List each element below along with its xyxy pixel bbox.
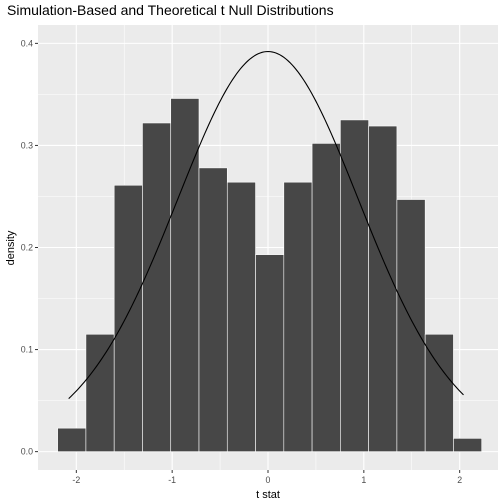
histogram-bar [142, 122, 172, 452]
y-tick-label: 0.2 [21, 243, 33, 253]
histogram-bar [198, 167, 228, 452]
histogram-bar [113, 184, 143, 452]
histogram-bar [255, 254, 285, 452]
y-axis-ticks: 0.0 0.1 0.2 0.3 0.4 [21, 38, 38, 457]
chart-title: Simulation-Based and Theoretical t Null … [7, 2, 334, 18]
histogram-bar [396, 199, 426, 452]
histogram-bar [311, 143, 341, 452]
histogram-bar [226, 181, 256, 452]
y-axis-title: density [5, 230, 17, 265]
histogram-bars [57, 98, 483, 452]
y-tick-label: 0.0 [21, 447, 33, 457]
x-tick-label: 1 [361, 475, 366, 485]
y-tick-label: 0.1 [21, 345, 33, 355]
histogram-bar [57, 427, 87, 452]
histogram-bar [340, 119, 369, 452]
x-tick-label: 0 [266, 475, 271, 485]
histogram-bar [453, 438, 483, 452]
histogram-bar [368, 125, 398, 452]
histogram-bar [283, 181, 313, 452]
histogram-bar [85, 333, 115, 452]
x-tick-label: -1 [168, 475, 176, 485]
x-tick-label: -2 [72, 475, 80, 485]
x-axis-title: t stat [256, 489, 280, 501]
histogram-bar [424, 333, 454, 452]
x-tick-label: 2 [457, 475, 462, 485]
theoretical-t-curve [68, 50, 464, 400]
x-axis-ticks: -2 -1 0 1 2 [72, 470, 462, 485]
y-tick-label: 0.4 [21, 38, 33, 48]
y-tick-label: 0.3 [21, 140, 33, 150]
histogram-bar [170, 98, 200, 452]
